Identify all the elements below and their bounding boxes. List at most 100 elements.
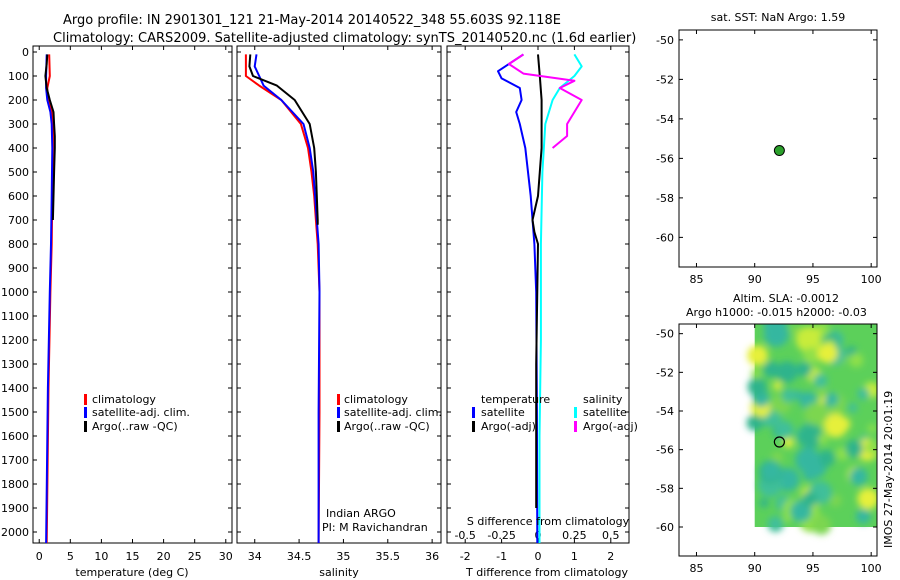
legend-label-climatology: climatology bbox=[344, 393, 408, 406]
sla-heatmap-cell bbox=[857, 387, 870, 401]
depth-tick-label: 400 bbox=[8, 142, 29, 155]
sla-heatmap-cell bbox=[747, 377, 767, 397]
x-tick-label: 15 bbox=[126, 550, 140, 563]
x-tick-label: 0 bbox=[535, 550, 542, 563]
sla-heatmap-cell bbox=[855, 509, 871, 524]
x-tick-label: 95 bbox=[806, 562, 820, 575]
sla-heatmap-cell bbox=[811, 515, 832, 535]
salinity-panel: 34 34.5 35 35.5 36 salinity climatology sate… bbox=[236, 45, 442, 579]
legend-swatch-sal-argo bbox=[574, 421, 577, 432]
x-tick-label: 5 bbox=[67, 550, 74, 563]
legend-swatch-satellite bbox=[84, 407, 87, 418]
x-tick-label: 85 bbox=[689, 562, 703, 575]
legend-swatch-sal-satellite bbox=[574, 407, 577, 418]
x-tick-label: 0 bbox=[36, 550, 43, 563]
sla-heatmap-cell bbox=[817, 434, 828, 445]
series-line-satellite-adj-clim- bbox=[253, 54, 321, 543]
argo-float-marker bbox=[773, 145, 785, 157]
sla-heatmap-cell bbox=[829, 494, 842, 507]
sla-heatmap-cell bbox=[747, 345, 769, 366]
figure-title-line2: Climatology: CARS2009. Satellite-adjuste… bbox=[53, 31, 636, 46]
depth-tick-label: 800 bbox=[8, 238, 29, 251]
x-tick-label: -1 bbox=[496, 550, 507, 563]
depth-tick-label: 1100 bbox=[1, 310, 29, 323]
sla-heatmap-cell bbox=[867, 424, 877, 433]
sla-heatmap-cell bbox=[773, 381, 782, 391]
y-tick-label: -56 bbox=[656, 152, 674, 165]
x-top-tick-label: 0.25 bbox=[562, 529, 587, 542]
figure-title-line1: Argo profile: IN 2901301_121 21-May-2014… bbox=[63, 13, 561, 28]
legend-label-climatology: climatology bbox=[92, 393, 156, 406]
sla-heatmap-cell bbox=[849, 353, 864, 368]
legend-swatch-temp-argo bbox=[472, 421, 475, 432]
sla-map-frame bbox=[678, 323, 878, 557]
sla-heatmap-cell bbox=[803, 347, 820, 365]
legend-label-sal-satellite: satellite bbox=[583, 406, 627, 419]
depth-tick-label: 900 bbox=[8, 262, 29, 275]
y-tick-label: -56 bbox=[656, 444, 674, 457]
y-tick-label: -60 bbox=[656, 521, 674, 534]
series-line-temperature-satellite bbox=[497, 53, 539, 543]
sla-heatmap-cell bbox=[781, 388, 796, 403]
x-tick-label: 95 bbox=[806, 273, 820, 286]
sla-heatmap-cell bbox=[865, 440, 877, 455]
legend-header-temperature: temperature bbox=[481, 393, 550, 406]
depth-tick-label: 1900 bbox=[1, 502, 29, 515]
depth-tick-label: 1400 bbox=[1, 382, 29, 395]
sla-heatmap-cell bbox=[801, 491, 818, 508]
depth-tick-label: 1000 bbox=[1, 286, 29, 299]
temperature-plot-frame bbox=[32, 45, 233, 544]
x-tick-label: 35 bbox=[336, 550, 350, 563]
temperature-panel: 0100200300400500600700800900100011001200… bbox=[1, 45, 233, 579]
x-top-tick-label: 0.5 bbox=[602, 529, 620, 542]
sla-heatmap-cell bbox=[795, 326, 822, 353]
sla-heatmap-cell bbox=[771, 451, 784, 464]
sla-heatmap-cell bbox=[775, 420, 794, 439]
sla-map-panel: Altim. SLA: -0.0012 Argo h1000: -0.015 h… bbox=[656, 292, 882, 575]
differences-xlabel: T difference from climatology bbox=[465, 566, 628, 579]
sla-heatmap-cell bbox=[849, 467, 868, 486]
x-tick-label: 34.5 bbox=[287, 550, 312, 563]
legend-label-temp-argo: Argo(-adj) bbox=[481, 420, 536, 433]
sla-heatmap-cell bbox=[857, 488, 877, 510]
sla-heatmap bbox=[746, 324, 877, 535]
series-line-climatology bbox=[244, 54, 321, 543]
depth-tick-label: 300 bbox=[8, 118, 29, 131]
sla-heatmap-cell bbox=[776, 361, 798, 383]
sla-heatmap-cell bbox=[816, 385, 827, 397]
differences-panel: -2 -1 0 1 2-0.5 -0.25 0 0.25 0.5 S difference fr… bbox=[446, 45, 638, 579]
y-tick-label: -54 bbox=[656, 405, 674, 418]
y-tick-label: -52 bbox=[656, 73, 674, 86]
legend-swatch-argo bbox=[337, 421, 340, 432]
legend-swatch-climatology bbox=[337, 394, 340, 405]
y-tick-label: -60 bbox=[656, 231, 674, 244]
depth-tick-label: 1200 bbox=[1, 334, 29, 347]
depth-tick-label: 1300 bbox=[1, 358, 29, 371]
x-tick-label: 30 bbox=[219, 550, 233, 563]
sla-heatmap-cell bbox=[804, 402, 828, 426]
depth-tick-label: 1600 bbox=[1, 430, 29, 443]
legend-header-salinity: salinity bbox=[583, 393, 623, 406]
sla-heatmap-cell bbox=[763, 361, 780, 378]
sla-heatmap-cell bbox=[795, 447, 821, 473]
series-line-satellite-adj-clim- bbox=[45, 54, 54, 543]
depth-tick-label: 1800 bbox=[1, 478, 29, 491]
sla-heatmap-cell bbox=[790, 325, 800, 335]
legend-swatch-satellite bbox=[337, 407, 340, 418]
argo-float-marker bbox=[773, 436, 785, 448]
depth-tick-label: 1700 bbox=[1, 454, 29, 467]
legend-label-temp-satellite: satellite bbox=[481, 406, 525, 419]
salinity-legend: climatology satellite-adj. clim. Argo(..… bbox=[337, 393, 442, 433]
depth-tick-label: 100 bbox=[8, 70, 29, 83]
y-tick-label: -58 bbox=[656, 482, 674, 495]
x-tick-label: 100 bbox=[861, 273, 882, 286]
sla-heatmap-cell bbox=[761, 461, 781, 481]
sla-heatmap-cell bbox=[746, 414, 763, 431]
x-tick-label: 20 bbox=[157, 550, 171, 563]
x-tick-label: 100 bbox=[861, 562, 882, 575]
x-tick-label: 10 bbox=[94, 550, 108, 563]
sla-heatmap-cell bbox=[818, 449, 835, 467]
differences-xlabel-top: S difference from climatology bbox=[467, 515, 630, 528]
temperature-legend: climatology satellite-adj. clim. Argo(..… bbox=[84, 393, 190, 433]
sst-map-panel: sat. SST: NaN Argo: 1.59 85 90 95 100 -50 -52… bbox=[656, 11, 882, 286]
